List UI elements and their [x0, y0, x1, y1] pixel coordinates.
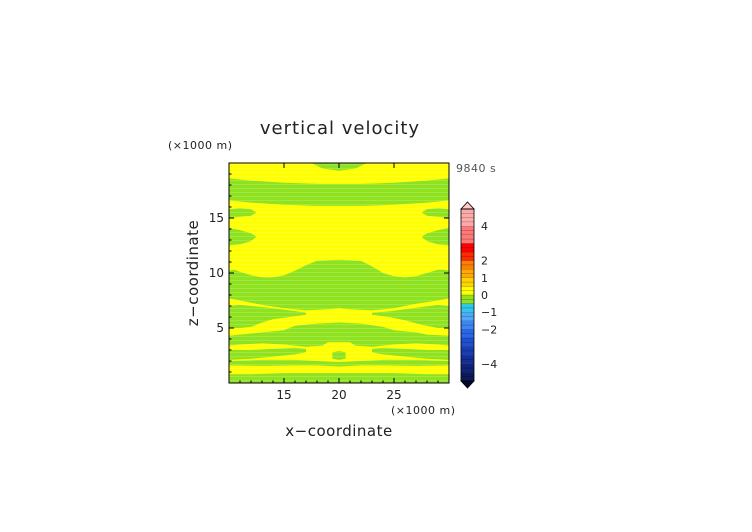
- chart-title: vertical velocity: [260, 118, 420, 139]
- colorbar-label: 0: [481, 289, 488, 302]
- x-unit-label: (×1000 m): [391, 404, 456, 417]
- time-label: 9840 s: [456, 162, 496, 175]
- colorbar-label: −1: [481, 306, 497, 319]
- y-tick-label: 5: [216, 321, 224, 335]
- colorbar-frame: [460, 208, 475, 382]
- colorbar-label: 1: [481, 272, 488, 285]
- colorbar-label: −4: [481, 358, 497, 371]
- plot-frame: [228, 162, 450, 384]
- x-axis-label: x−coordinate: [285, 422, 392, 440]
- y-tick-label: 15: [209, 211, 224, 225]
- plot-area: [228, 162, 450, 384]
- scanline-overlay: [229, 163, 449, 383]
- y-tick-label: 10: [209, 266, 224, 280]
- colorbar-labels: 4 2 1 0 −1 −2 −4: [481, 220, 497, 371]
- colorbar-under-arrow: [460, 380, 475, 389]
- colorbar-label: 2: [481, 255, 488, 268]
- colorbar-label: −2: [481, 323, 497, 336]
- x-tick-label: 25: [386, 388, 401, 402]
- x-tick-label: 20: [331, 388, 346, 402]
- y-axis-label: z−coordinate: [184, 220, 202, 326]
- y-unit-label: (×1000 m): [168, 139, 233, 152]
- axis-ticks: [229, 163, 449, 383]
- colorbar: [460, 201, 475, 389]
- colorbar-label: 4: [481, 220, 488, 233]
- x-tick-labels: 15 20 25: [276, 388, 401, 402]
- x-tick-label: 15: [276, 388, 291, 402]
- y-tick-labels: 5 10 15: [209, 211, 224, 335]
- colorbar-over-arrow: [460, 201, 475, 210]
